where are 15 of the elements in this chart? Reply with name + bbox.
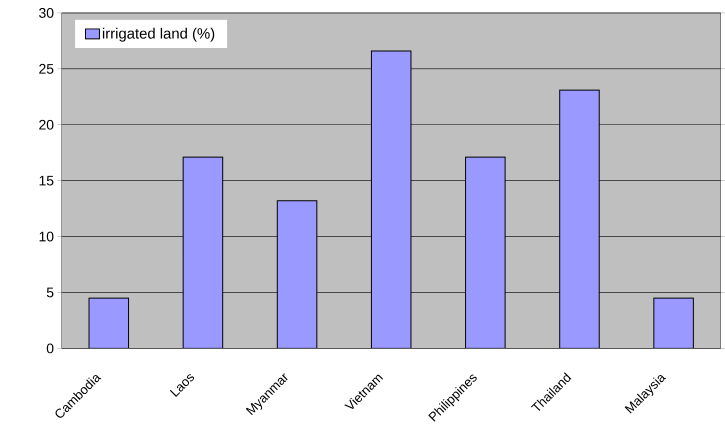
y-tick-label: 25 [39,64,54,74]
y-tick-label: 5 [46,288,54,298]
bar [653,298,694,348]
legend-label: irrigated land (%) [102,28,214,42]
y-tick-label: 30 [39,8,54,18]
bar [88,298,130,348]
bar [370,50,412,348]
bar [276,200,318,348]
y-tick-label: 0 [46,343,54,354]
y-tick-label: 15 [40,176,54,186]
bar [182,156,224,348]
bar [465,156,506,348]
y-tick-label: 20 [39,120,54,130]
y-tick-label: 10 [40,232,54,242]
bar [559,90,600,348]
